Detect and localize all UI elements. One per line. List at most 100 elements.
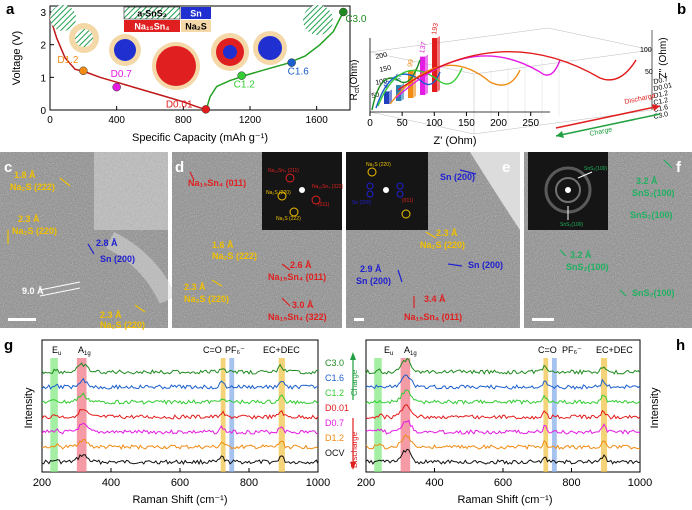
panel-h-ylabel: Intensity bbox=[649, 387, 661, 428]
svg-text:100: 100 bbox=[640, 47, 652, 54]
panel-a-xticks: 0 400 800 1200 1600 bbox=[47, 106, 328, 126]
panel-h-spectra bbox=[365, 357, 641, 465]
legend-na2s-swatch bbox=[181, 20, 211, 32]
rct-bar-label-4: 193 bbox=[431, 22, 440, 35]
spectrum-D0.01 bbox=[365, 404, 641, 420]
svg-text:Na₂S (220): Na₂S (220) bbox=[366, 162, 391, 168]
discharge-arrow-label: Discharge bbox=[624, 93, 656, 106]
a1g-label-g: A1g bbox=[78, 345, 91, 357]
svg-text:2.6 Å: 2.6 Å bbox=[290, 260, 312, 270]
band-3 bbox=[229, 358, 235, 472]
panel-a-legend: a-SnS₂ Sn Na₁₅Sn₄ Na₂S bbox=[123, 6, 211, 32]
marker-C3.0 bbox=[339, 7, 348, 17]
panel-b-xticks: 0 50 100 150 200 250 bbox=[367, 112, 539, 129]
xtick-label-200: 200 bbox=[357, 477, 375, 489]
svg-text:Na₂S (220): Na₂S (220) bbox=[12, 226, 57, 236]
legend-na15sn4: Na₁₅Sn₄ bbox=[134, 22, 169, 32]
svg-text:Na₁₅Sn₄ (011): Na₁₅Sn₄ (011) bbox=[188, 178, 246, 188]
svg-text:2.3 Å: 2.3 Å bbox=[18, 214, 40, 224]
band-0 bbox=[374, 358, 382, 472]
co-label-g: C=O bbox=[203, 345, 222, 355]
band-2 bbox=[220, 358, 226, 472]
svg-text:Sn (200): Sn (200) bbox=[100, 254, 135, 264]
svg-text:SnS₂(100): SnS₂(100) bbox=[584, 166, 607, 172]
scale-bar-c bbox=[8, 318, 36, 321]
legend-asns2: a-SnS₂ bbox=[137, 9, 167, 19]
scale-bar-f bbox=[532, 318, 554, 321]
legend-C3.0: C3.0 bbox=[325, 358, 344, 368]
band-1 bbox=[76, 358, 87, 472]
b-xtick-label-250: 250 bbox=[522, 118, 539, 129]
legend-sn: Sn bbox=[190, 9, 202, 19]
panel-g-xlabel: Raman Shift (cm⁻¹) bbox=[132, 494, 227, 506]
panel-a-markers: D1.2 D0.7 D0.01 C1.2 C1.6 C3.0 bbox=[57, 7, 367, 114]
rct-tick-100: 100 bbox=[375, 78, 388, 87]
rct-bar-side-0 bbox=[389, 89, 392, 104]
spectrum-C1.2 bbox=[365, 389, 641, 405]
svg-text:SnS₂(100): SnS₂(100) bbox=[632, 188, 675, 198]
svg-text:Rct(Ohm): Rct(Ohm) bbox=[349, 59, 361, 100]
legend-D0.01: D0.01 bbox=[325, 403, 349, 413]
discharge-legend-label: Discharge bbox=[350, 431, 359, 468]
spectrum-C3.0 bbox=[41, 362, 319, 375]
svg-text:Sn (200): Sn (200) bbox=[468, 260, 503, 270]
xtick-label-800: 800 bbox=[240, 477, 258, 489]
nyquist-curve-1 bbox=[375, 71, 441, 109]
ytick-label-1: 1 bbox=[40, 73, 46, 84]
marker-C1.2 bbox=[237, 71, 246, 80]
spectrum-OCV bbox=[41, 454, 319, 466]
legend-C1.2: C1.2 bbox=[325, 388, 344, 398]
panel-g-spectra bbox=[41, 362, 319, 466]
b-xtick-label-100: 100 bbox=[426, 118, 443, 129]
spectrum-D1.2 bbox=[41, 438, 319, 450]
legend-na15sn4-swatch bbox=[124, 20, 180, 32]
panel-h: h 200 400 600 800 1000 Intensity Raman Shift… bbox=[357, 337, 685, 506]
nyquist-curve-2 bbox=[377, 67, 463, 107]
rct-tick-150: 150 bbox=[379, 65, 392, 74]
svg-text:Na₂S (222): Na₂S (222) bbox=[10, 182, 55, 192]
panel-letter-a: a bbox=[6, 1, 15, 18]
zpp-axis: 100 50 Z'' (Ohm) bbox=[640, 30, 669, 110]
svg-text:Na₂S (220): Na₂S (220) bbox=[100, 320, 145, 330]
marker-label-D0.01: D0.01 bbox=[166, 99, 193, 110]
svg-text:3.2 Å: 3.2 Å bbox=[570, 250, 592, 260]
charge-arrow-label: Charge bbox=[589, 126, 613, 138]
panel-a-axes bbox=[49, 5, 351, 111]
xtick-label-1000: 1000 bbox=[306, 477, 330, 489]
rct-tick-200: 200 bbox=[375, 52, 388, 61]
svg-text:2.9 Å: 2.9 Å bbox=[360, 264, 382, 274]
svg-text:SnS₂(100): SnS₂(100) bbox=[630, 210, 673, 220]
svg-text:Na₂S (222): Na₂S (222) bbox=[276, 216, 301, 222]
band-1 bbox=[400, 358, 411, 472]
panel-g-ylabel: Intensity bbox=[23, 387, 35, 428]
spectrum-C3.0 bbox=[365, 357, 641, 376]
xtick-label-200: 200 bbox=[33, 477, 51, 489]
svg-text:Na₂S (222): Na₂S (222) bbox=[212, 251, 257, 261]
pf6-label-g: PF₆⁻ bbox=[225, 345, 245, 355]
particle-pristine bbox=[50, 5, 76, 31]
xtick-label-400: 400 bbox=[425, 477, 443, 489]
ytick-label-2: 2 bbox=[40, 41, 46, 52]
svg-text:Na₁₅Sn₄ (211): Na₁₅Sn₄ (211) bbox=[268, 168, 299, 174]
state-label-C3.0: C3.0 bbox=[653, 111, 669, 121]
svg-text:Sn (200): Sn (200) bbox=[352, 200, 372, 206]
svg-text:3.4 Å: 3.4 Å bbox=[424, 294, 446, 304]
panel-b-grid bbox=[473, 56, 560, 134]
xtick-label-1000: 1000 bbox=[628, 477, 652, 489]
panel-letter-e: e bbox=[502, 159, 510, 176]
panel-c: c 1.8 Å Na₂S (222) 2.3 Å Na₂S (220) 2.3 … bbox=[0, 152, 177, 330]
nyquist-curve-5 bbox=[397, 51, 637, 91]
svg-text:(011): (011) bbox=[318, 202, 330, 208]
state-label-D0.7: D0.7 bbox=[653, 76, 669, 86]
rct-bar-4 bbox=[432, 37, 437, 92]
panel-e: Na₂S (220) Sn (200) (011) e Sn (200) 2.3… bbox=[346, 152, 520, 328]
particle-schematics bbox=[50, 5, 333, 90]
rct-bar-side-4 bbox=[437, 35, 440, 92]
rct-bar-label-3: 137 bbox=[419, 41, 428, 54]
xtick-label-1600: 1600 bbox=[306, 115, 329, 126]
panel-f: SnS₂(100) SnS₂(100) f 3.2 Å SnS₂(100) Sn… bbox=[524, 152, 692, 328]
ecdec-label-g: EC+DEC bbox=[263, 345, 300, 355]
xtick-label-0: 0 bbox=[47, 115, 53, 126]
band-4 bbox=[278, 358, 285, 472]
